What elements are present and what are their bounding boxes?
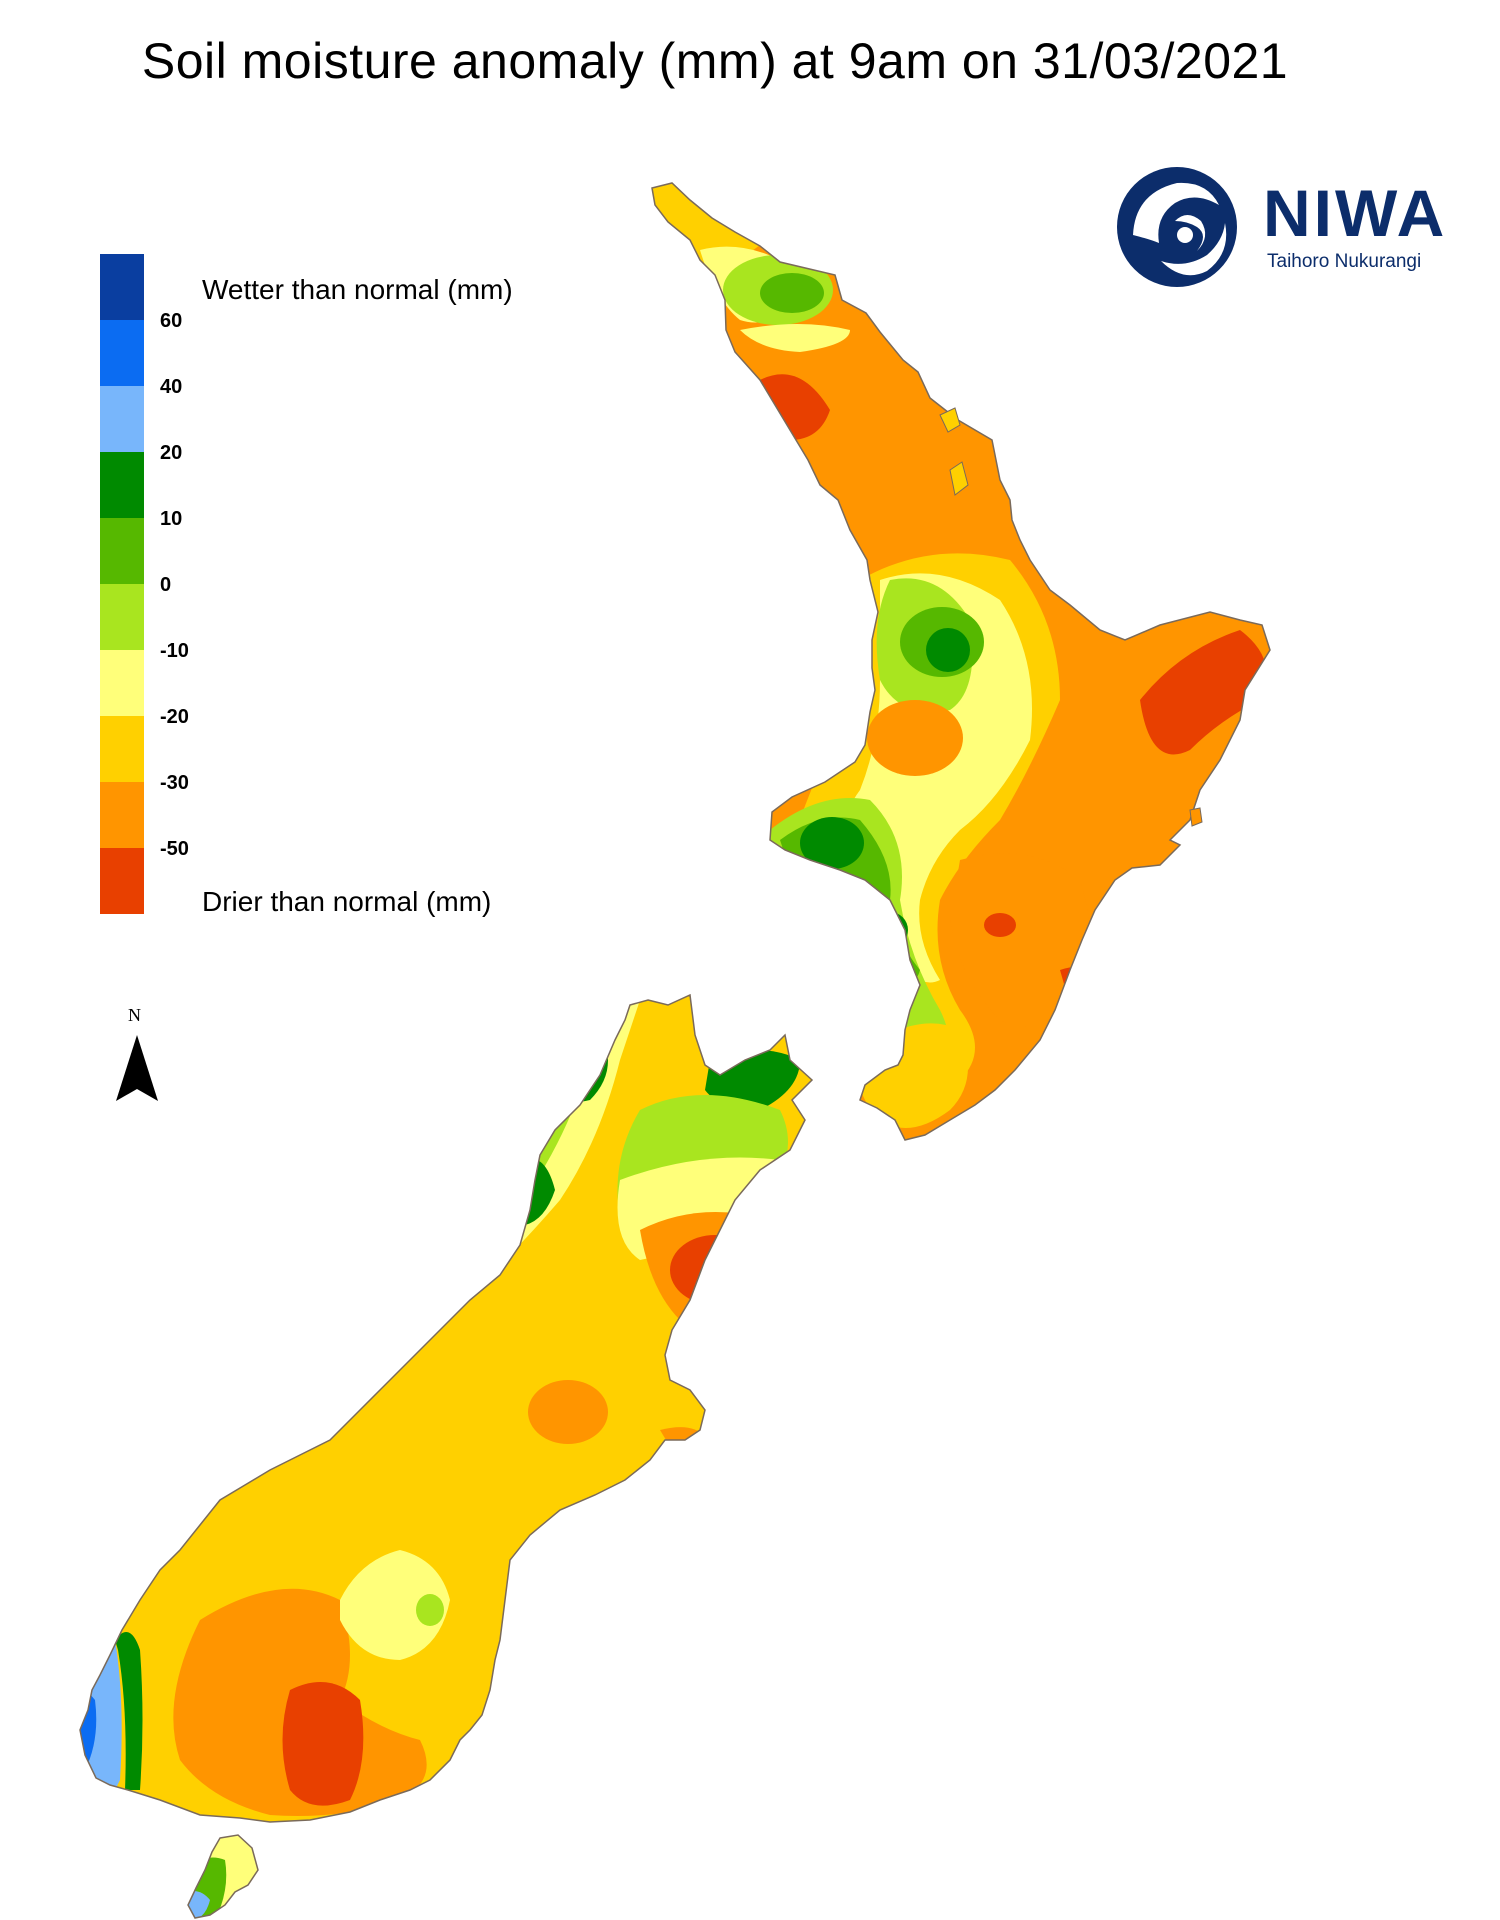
legend-swatch-very-dry [100,848,144,914]
legend-tick: -10 [160,640,189,662]
legend-tick: 60 [160,310,183,332]
legend-swatch-slightly-wet [100,518,144,584]
legend-tick: -20 [160,706,189,728]
wetter-zone-golden-bay [520,1020,608,1103]
legend-swatch-moderately-dry [100,716,144,782]
north-island-coastline [651,182,1271,1141]
south-island [79,993,814,1823]
dry-zone-banks-peninsula [660,1427,710,1457]
map-title: Soil moisture anomaly (mm) at 9am on 31/… [141,33,1289,89]
north-island [651,182,1271,1141]
offshore-island [1189,807,1203,827]
dry-zone-canterbury [528,1380,608,1444]
north-arrow-icon [116,1035,158,1101]
slightly-dry-central-otago [340,1550,450,1660]
niwa-wordmark: NIWA [1263,176,1448,250]
legend-swatch-much-wetter [100,320,144,386]
legend-color-bar [100,254,144,914]
near-normal-central-otago [416,1594,444,1626]
wet-zone [760,273,824,313]
legend-swatch-much-wetter-plus [100,254,144,320]
wetter-zone-taranaki [800,817,864,869]
very-dry-zone-east-cape [1140,630,1267,755]
slightly-dry-band [740,324,850,352]
offshore-island [939,407,961,433]
north-arrow: N [112,1005,162,1101]
legend-swatch-slightly-dry [100,650,144,716]
niwa-swirl-icon [1117,167,1237,287]
dry-zone-hawkes-bay [950,853,1090,1027]
wetter-zone-whanganui [872,912,908,948]
very-dry-zone-hawkes-bay [984,913,1016,937]
legend-tick: -30 [160,772,189,794]
north-label: N [128,1005,141,1025]
legend-swatch-near-normal [100,584,144,650]
wetter-zone-stewart [188,1891,210,1918]
very-dry-zone-kaikoura [670,1235,760,1305]
very-dry-zone-east-coast [1060,966,1100,1005]
wetter-band-fiordland [115,1632,143,1790]
legend-swatch-wetter [100,386,144,452]
south-island-coastline [79,993,814,1823]
stewart-island [187,1834,259,1919]
legend-tick: 10 [160,508,183,530]
niwa-subtitle: Taihoro Nukurangi [1267,251,1422,272]
legend-wetter-label: Wetter than normal (mm) [202,274,513,305]
legend-tick: 40 [160,376,183,398]
legend-tick: 20 [160,442,183,464]
legend-swatch-wet [100,452,144,518]
very-dry-zone-southland [282,1682,364,1806]
niwa-logo: NIWA Taihoro Nukurangi [1115,165,1455,290]
legend-drier-label: Drier than normal (mm) [202,886,492,917]
legend-tick: -50 [160,838,189,860]
dry-zone-central [867,700,963,776]
wetter-zone-waikato [926,628,970,672]
legend-tick: 0 [160,574,172,596]
stewart-island-coastline [187,1834,259,1919]
offshore-island [949,461,969,496]
legend-swatch-dry [100,782,144,848]
